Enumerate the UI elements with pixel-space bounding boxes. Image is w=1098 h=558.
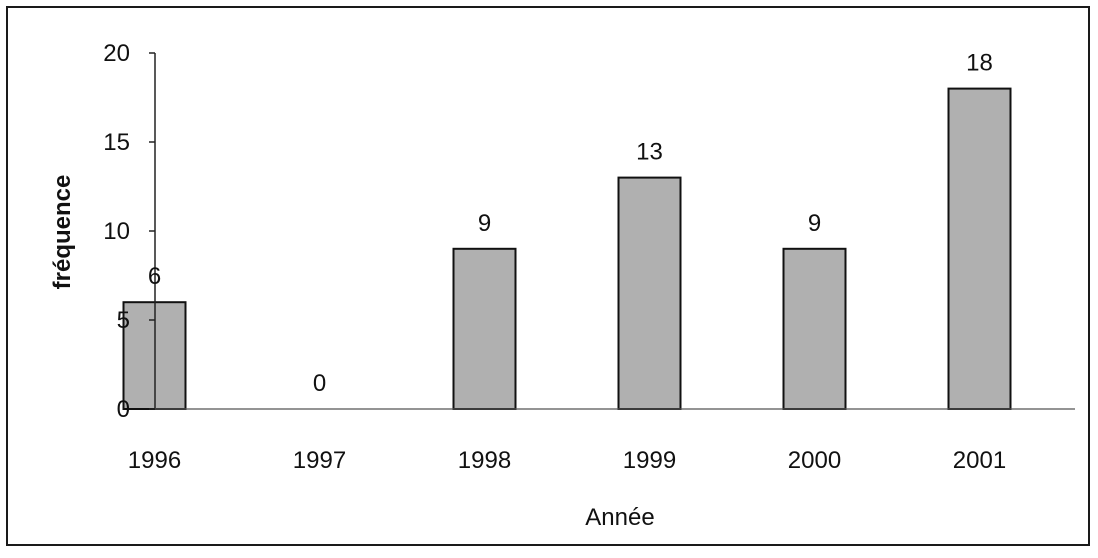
chart-frame	[6, 6, 1090, 546]
data-label-1997: 0	[313, 370, 326, 397]
bar-2001	[947, 87, 1012, 410]
bar-1999	[617, 176, 682, 410]
tick-labels-group: 0 5 10 15 20 1996 1997 1998 1999 2000 2001	[103, 40, 1006, 474]
y-tick-label: 15	[103, 129, 130, 156]
y-tick-label: 10	[103, 218, 130, 245]
x-tick-label: 1996	[128, 447, 181, 474]
x-tick-label: 2000	[788, 447, 841, 474]
data-labels-group: 6 0 9 13 9 18	[148, 50, 993, 397]
x-tick-label: 1999	[623, 447, 676, 474]
data-label-1996: 6	[148, 263, 161, 290]
y-tick-label: 0	[117, 396, 130, 423]
y-tick-label: 5	[117, 307, 130, 334]
bars-group	[122, 87, 1012, 411]
x-axis-title: Année	[585, 504, 654, 531]
bar-1998	[452, 247, 517, 410]
axes-group	[149, 52, 1075, 410]
data-label-1999: 13	[636, 139, 663, 166]
y-axis-title: fréquence	[49, 175, 76, 290]
data-label-2000: 9	[808, 210, 821, 237]
x-tick-label: 1998	[458, 447, 511, 474]
bar-2000	[782, 247, 847, 410]
y-tick-label: 20	[103, 40, 130, 67]
x-tick-label: 1997	[293, 447, 346, 474]
x-tick-label: 2001	[953, 447, 1006, 474]
data-label-1998: 9	[478, 210, 491, 237]
data-label-2001: 18	[966, 50, 993, 77]
